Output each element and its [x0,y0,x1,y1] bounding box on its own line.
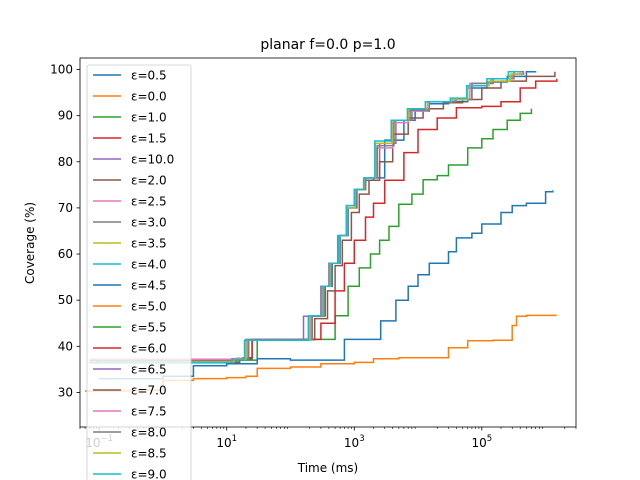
y-tick-label-0: 30 [58,385,73,399]
legend-label-17: ε=8.0 [131,426,167,440]
legend-label-12: ε=5.5 [131,321,167,335]
legend-label-1: ε=0.0 [131,90,167,104]
legend-label-7: ε=3.0 [131,216,167,230]
x-axis-label: Time (ms) [297,461,359,475]
legend-label-15: ε=7.0 [131,384,167,398]
legend-label-0: ε=0.5 [131,69,167,83]
series-line-1 [85,314,557,392]
x-tick-label-3: 105 [471,434,492,450]
y-tick-label-4: 70 [58,201,73,215]
series-line-2 [93,108,533,361]
legend-label-13: ε=6.0 [131,342,167,356]
y-tick-label-2: 50 [58,293,73,307]
legend-label-18: ε=8.5 [131,447,167,461]
series-line-7 [96,71,525,362]
legend-label-11: ε=5.0 [131,300,167,314]
legend: ε=0.5 ε=0.0 ε=1.0 ε=1.5 ε=10.0 ε=2.0 ε=2.5 ε=3.… [86,64,192,480]
series-line-3 [96,78,558,361]
y-tick-label-6: 90 [58,109,73,123]
legend-label-6: ε=2.5 [131,195,167,209]
legend-box [86,64,192,480]
series-line-10 [99,190,554,380]
y-tick-label-5: 80 [58,155,73,169]
legend-label-5: ε=2.0 [131,174,167,188]
legend-label-8: ε=3.5 [131,237,167,251]
legend-label-2: ε=1.0 [131,111,167,125]
series-line-5 [89,71,556,364]
plot-frame [79,57,577,428]
series-line-9 [93,71,520,364]
legend-label-9: ε=4.0 [131,258,167,272]
y-axis-label: Coverage (%) [23,202,37,284]
legend-label-16: ε=7.5 [131,405,167,419]
y-tick-label-3: 60 [58,247,73,261]
legend-label-3: ε=1.5 [131,132,167,146]
y-tick-label-1: 40 [58,339,73,353]
x-tick-label-2: 103 [344,434,365,450]
y-tick-label-7: 100 [50,63,73,77]
x-tick-label-1: 101 [216,434,237,450]
series-layer [85,71,558,392]
legend-label-14: ε=6.5 [131,363,167,377]
legend-label-10: ε=4.5 [131,279,167,293]
legend-label-19: ε=9.0 [131,468,167,480]
chart-title: planar f=0.0 p=1.0 [260,37,395,53]
legend-label-4: ε=10.0 [131,153,174,167]
